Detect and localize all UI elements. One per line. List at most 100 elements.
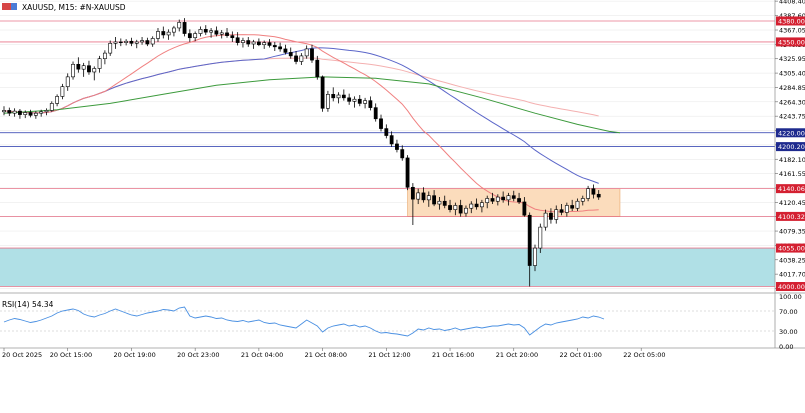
level-price-tag: [776, 37, 805, 47]
candle-body: [187, 33, 192, 39]
time-tick-label: 21 Oct 12:00: [368, 351, 410, 359]
time-tick-label: 21 Oct 16:00: [432, 351, 474, 359]
candle-body: [352, 98, 357, 102]
level-price-tag: [776, 211, 805, 221]
candle-body: [405, 157, 410, 188]
price-tick-label: 4182.10: [779, 156, 805, 164]
level-price-tag-label: 4055.00: [778, 245, 805, 253]
candle-body: [331, 94, 336, 99]
candle-body: [262, 42, 267, 46]
price-tick-label: 4161.55: [779, 170, 805, 178]
rsi-tick-label: 30.00: [779, 328, 798, 336]
candle-body: [341, 94, 346, 99]
candle-body: [458, 205, 463, 214]
candle-body: [209, 30, 213, 33]
candle-body: [410, 186, 415, 200]
price-tick-label: 4305.40: [779, 70, 805, 78]
level-price-tag: [776, 16, 805, 26]
candle-body: [118, 41, 123, 44]
candle-body: [108, 43, 113, 54]
candle-body: [193, 33, 198, 39]
price-tick-label: 4284.85: [779, 84, 805, 92]
candle-body: [203, 29, 208, 33]
candle-body: [511, 195, 516, 199]
candle-body: [256, 41, 261, 46]
time-tick-label: 22 Oct 05:00: [623, 351, 665, 359]
candle-body: [437, 200, 442, 205]
candle-body: [490, 198, 495, 202]
price-tick-label: 4038.25: [779, 256, 805, 264]
candle-body: [246, 40, 251, 45]
axes-layer: 100.00 70.00 30.00 0.00 4408.40 4387.60 4367.0…: [0, 0, 805, 359]
candle-body: [182, 22, 187, 34]
candle-body: [416, 192, 421, 200]
rsi-line: [3, 306, 605, 337]
candles-layer: [2, 18, 601, 287]
time-tick-label: 20 Oct 2025: [2, 351, 42, 359]
candle-body: [453, 205, 458, 210]
candle-body: [198, 29, 203, 34]
rsi-tick-label: 0.00: [779, 343, 793, 351]
price-tick-label: 4387.60: [779, 12, 805, 20]
candle-body: [71, 63, 75, 78]
candle-body: [400, 149, 405, 159]
time-tick-label: 20 Oct 15:00: [50, 351, 92, 359]
time-tick-label: 20 Oct 19:00: [113, 351, 155, 359]
level-price-tag: [776, 184, 805, 194]
level-price-tag: [776, 282, 805, 292]
level-price-tag-label: 4220.00: [778, 129, 805, 137]
candle-body: [145, 40, 150, 45]
chart-header: XAUUSD, M15: #N-XAUUSD: [2, 3, 126, 12]
candle-body: [97, 58, 102, 69]
time-tick-label: 21 Oct 08:00: [305, 351, 347, 359]
level-price-tag-label: 4100.32: [778, 213, 805, 221]
price-tick-label: 4408.40: [779, 0, 805, 6]
candle-body: [23, 112, 28, 115]
candle-body: [76, 63, 81, 70]
candle-body: [373, 107, 378, 120]
candle-body: [150, 38, 155, 45]
candle-body: [527, 214, 532, 266]
symbol-icon: [2, 3, 11, 10]
candle-body: [310, 48, 314, 61]
candle-body: [272, 45, 277, 48]
zones-layer: [0, 0, 775, 289]
price-tick-label: 4243.75: [779, 113, 805, 121]
candle-body: [522, 201, 527, 216]
ma-200-line: [3, 76, 621, 134]
time-tick-label: 20 Oct 23:00: [177, 351, 219, 359]
rsi-tick-label: 70.00: [779, 308, 798, 316]
candle-body: [586, 188, 591, 199]
candle-body: [140, 40, 144, 43]
candle-body: [267, 42, 272, 46]
candle-body: [506, 195, 511, 201]
candle-body: [214, 30, 219, 35]
candle-body: [251, 41, 256, 45]
candle-body: [315, 59, 320, 78]
candle-body: [241, 40, 245, 43]
chart-title: XAUUSD, M15: #N-XAUUSD: [22, 3, 126, 12]
rsi-tick-label: 100.00: [779, 293, 802, 301]
price-tick-label: 4079.35: [779, 228, 805, 236]
candle-body: [469, 203, 474, 209]
candle-body: [113, 41, 118, 44]
candle-body: [474, 203, 479, 208]
price-tick-label: 4367.05: [779, 27, 805, 35]
candle-body: [501, 196, 506, 201]
candle-body: [219, 32, 224, 35]
candle-body: [596, 193, 601, 198]
time-tick-label: 21 Oct 04:00: [241, 351, 283, 359]
candle-body: [320, 76, 325, 109]
candle-body: [363, 100, 367, 104]
candle-body: [283, 48, 288, 53]
candle-body: [347, 97, 352, 102]
candle-body: [554, 209, 559, 220]
candle-body: [44, 110, 49, 113]
candle-body: [384, 128, 389, 136]
candle-body: [549, 212, 553, 220]
candle-body: [485, 198, 490, 203]
candle-body: [448, 205, 452, 210]
candle-body: [533, 247, 537, 266]
